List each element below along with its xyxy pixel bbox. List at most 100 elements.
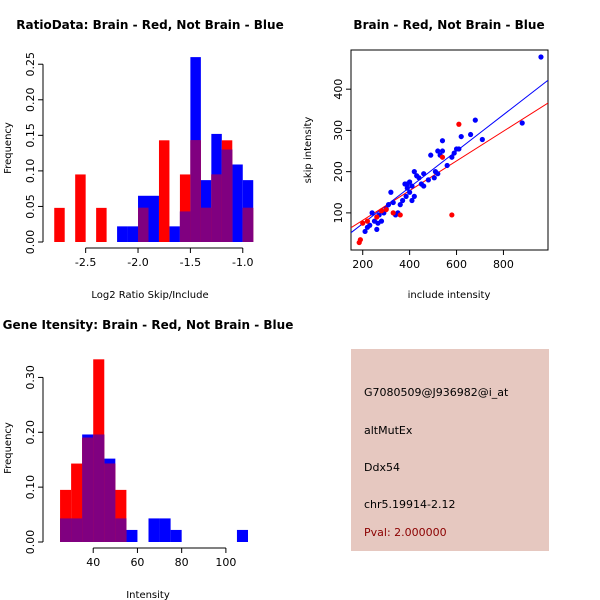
bar-not-brain [159,518,171,542]
bar-not-brain [127,226,139,242]
point-not-brain [402,181,408,187]
x-tick-label: 40 [86,556,100,569]
point-not-brain [374,226,380,232]
point-not-brain [403,193,409,199]
bar-brain [75,174,86,242]
gene-histogram-title: Gene Itensity: Brain - Red, Not Brain - … [3,318,294,332]
bar-overlap [190,140,201,242]
ratio-histogram-panel: RatioData: Brain - Red, Not Brain - Blue… [3,18,284,301]
point-not-brain [407,189,413,195]
x-tick-label: 600 [446,258,467,271]
bar-overlap [93,434,105,542]
point-not-brain [435,148,441,154]
bar-brain [71,463,83,542]
event-type: altMutEx [364,424,413,437]
x-tick-label: 800 [493,258,514,271]
y-tick-label: 0.00 [24,530,37,555]
point-not-brain [431,175,437,181]
y-tick-label: 200 [332,161,345,182]
intensity-scatter-panel: Brain - Red, Not Brain - Blue include in… [303,18,549,301]
point-brain [378,208,385,214]
bar-not-brain [236,529,248,542]
point-not-brain [449,154,455,160]
bar-brain [96,207,107,242]
bar-brain [115,489,127,542]
point-not-brain [472,117,478,123]
point-not-brain [538,54,544,60]
point-not-brain [397,202,403,208]
point-brain [390,210,396,216]
bar-overlap [115,518,127,542]
point-brain [397,212,403,218]
y-tick-label: 0.00 [24,230,37,255]
ratio-histogram-xlabel: Log2 Ratio Skip/Include [91,290,208,301]
point-not-brain [388,189,394,195]
point-not-brain [362,228,368,235]
gene-name: Ddx54 [364,461,400,474]
bar-brain [60,489,72,542]
point-brain [360,220,366,226]
x-tick-label: 60 [130,556,144,569]
gene-histogram-y-axis: 0.00 0.10 0.20 0.30 [24,365,44,555]
bar-brain [179,174,191,242]
ratio-histogram-y-axis: 0.00 0.05 0.10 0.15 0.20 0.25 [24,52,44,255]
point-not-brain [453,146,460,152]
x-tick-label: -2.5 [75,256,96,269]
point-not-brain [404,185,410,191]
point-not-brain [421,171,427,177]
bar-overlap [221,149,233,242]
x-tick-label: 200 [352,258,373,271]
point-not-brain [432,169,439,175]
bar-overlap [82,437,94,542]
bar-not-brain [148,195,159,242]
bar-not-brain [232,164,243,242]
bar-brain [158,140,170,242]
bar-not-brain [170,529,182,542]
point-brain [356,239,362,246]
point-not-brain [371,218,378,224]
probe-id: G7080509@J936982@i_at [364,386,509,399]
gene-histogram-bars [60,359,248,542]
point-not-brain [385,202,392,208]
point-not-brain [444,162,450,169]
point-not-brain [411,169,417,175]
bar-not-brain [148,518,160,542]
x-tick-label: -1.5 [180,256,201,269]
bar-overlap [242,207,254,242]
chromosome-location: chr5.19914-2.12 [364,498,456,511]
gene-histogram-panel: Gene Itensity: Brain - Red, Not Brain - … [3,318,294,600]
point-not-brain [421,183,427,189]
point-brain [383,206,389,213]
bar-brain [54,207,65,242]
point-not-brain [414,173,420,179]
bar-overlap [104,463,116,542]
y-tick-label: 0.10 [24,159,37,184]
bar-not-brain [169,226,180,242]
y-tick-label: 400 [332,79,345,100]
bar-overlap [71,518,83,542]
scatter-plot-box [350,49,549,251]
ratio-histogram-bars [54,57,254,242]
bar-overlap [211,174,222,242]
point-not-brain [390,199,396,206]
scatter-ylabel: skip intensity [303,117,314,184]
scatter-points [356,54,544,246]
point-not-brain [428,152,434,158]
gene-histogram-ylabel: Frequency [3,422,14,474]
point-not-brain [439,138,446,144]
info-panel: G7080509@J936982@i_at altMutEx Ddx54 chr… [351,349,549,551]
point-brain [364,218,371,224]
y-tick-label: 0.20 [24,88,37,113]
y-tick-label: 300 [332,120,345,141]
ratio-histogram-title: RatioData: Brain - Red, Not Brain - Blue [16,18,283,32]
scatter-x-axis: 200 400 600 800 [352,250,514,271]
point-not-brain [409,183,415,189]
point-not-brain [519,120,525,126]
y-tick-label: 0.30 [24,365,37,390]
point-not-brain [411,193,417,199]
ratio-histogram-ylabel: Frequency [3,122,14,174]
point-brain [456,121,462,127]
x-tick-label: -2.0 [127,256,148,269]
point-not-brain [439,148,446,154]
